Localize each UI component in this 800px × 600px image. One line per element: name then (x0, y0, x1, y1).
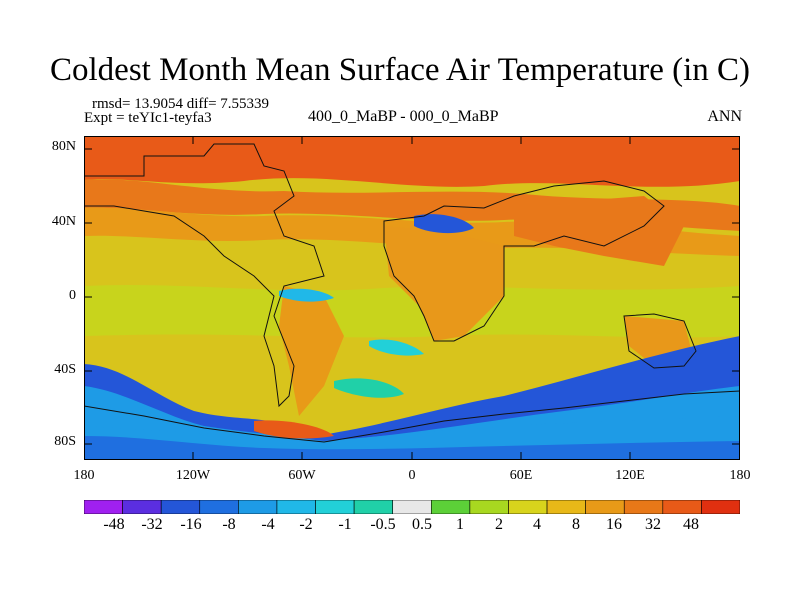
map-ticks (84, 136, 740, 460)
colorbar-swatch (160, 500, 201, 514)
coastline-australia (623, 313, 697, 369)
colorbar-swatch (662, 500, 702, 514)
region-antarctic-warm (254, 420, 334, 439)
colorbar-label-10: 1 (456, 516, 464, 533)
colorbar-swatch (469, 500, 509, 514)
lat-label-80s: 80S (54, 434, 76, 449)
colorbar-swatch (122, 500, 162, 514)
colorbar-swatch (546, 500, 586, 514)
colorbar-swatch (508, 500, 548, 514)
lon-label-180w: 180 (73, 468, 95, 483)
colorbar-label-14: 16 (606, 516, 622, 533)
coastline-americas (84, 143, 325, 408)
colorbar-label-3: -16 (180, 516, 202, 533)
colorbar-swatch (430, 500, 471, 514)
region-tropics (84, 284, 740, 338)
colorbar-swatch (276, 500, 316, 514)
colorbar-label-2: -32 (141, 516, 163, 533)
region-cold-patch-atlantic (369, 339, 424, 356)
region-cold-patch-south (334, 378, 404, 398)
colorbar-swatch (315, 500, 355, 514)
lon-label-120w: 120W (175, 468, 211, 483)
chart-title: Coldest Month Mean Surface Air Temperatu… (50, 52, 750, 88)
colorbar-label-16: 48 (683, 516, 699, 533)
lat-label-40n: 40N (51, 214, 76, 229)
lon-label-60w: 60W (288, 468, 316, 483)
lat-label-40s: 40S (54, 362, 76, 377)
colorbar-label-9: 0.5 (412, 516, 432, 533)
season-label: ANN (707, 108, 742, 125)
region-south-america (279, 286, 344, 416)
colorbar-label-1: -48 (103, 516, 125, 533)
temperature-map (84, 136, 740, 460)
expt-label: Expt = teYIc1-teyfa3 (84, 110, 212, 126)
lon-label-180e: 180 (729, 468, 751, 483)
stats-label: rmsd= 13.9054 diff= 7.55339 (92, 96, 270, 112)
lon-label-120e: 120E (615, 468, 645, 483)
colorbar-swatch (585, 500, 625, 514)
colorbar-swatch (353, 500, 394, 514)
colorbar-swatch (199, 500, 239, 514)
colorbar-swatch (238, 500, 278, 514)
colorbar-label-5: -4 (261, 516, 275, 533)
colorbar-label-15: 32 (645, 516, 661, 533)
colorbar (84, 500, 740, 514)
colorbar-swatch (84, 500, 123, 514)
region-africa (384, 226, 504, 341)
coastline-eurasia-africa (383, 180, 665, 342)
region-south-pole (84, 436, 740, 460)
region-cold-patch-north (414, 214, 474, 234)
comparison-label: 400_0_MaBP - 000_0_MaBP (308, 108, 499, 125)
region-cold-patch-tropic-west (279, 288, 334, 302)
colorbar-swatch (623, 500, 664, 514)
colorbar-swatch (701, 500, 740, 514)
colorbar-swatch (392, 500, 432, 514)
lon-label-60e: 60E (509, 468, 533, 483)
region-arctic-warm (84, 136, 740, 187)
lat-label-80n: 80N (51, 139, 76, 154)
colorbar-label-6: -2 (299, 516, 313, 533)
colorbar-label-13: 8 (572, 516, 580, 533)
lat-label-0: 0 (69, 288, 76, 303)
colorbar-label-8: -0.5 (370, 516, 396, 533)
colorbar-label-11: 2 (495, 516, 503, 533)
colorbar-label-12: 4 (533, 516, 541, 533)
colorbar-label-4: -8 (222, 516, 236, 533)
colorbar-label-7: -1 (338, 516, 352, 533)
coastline-antarctica (84, 390, 740, 443)
lon-label-0: 0 (408, 468, 416, 483)
region-asia (514, 196, 684, 266)
